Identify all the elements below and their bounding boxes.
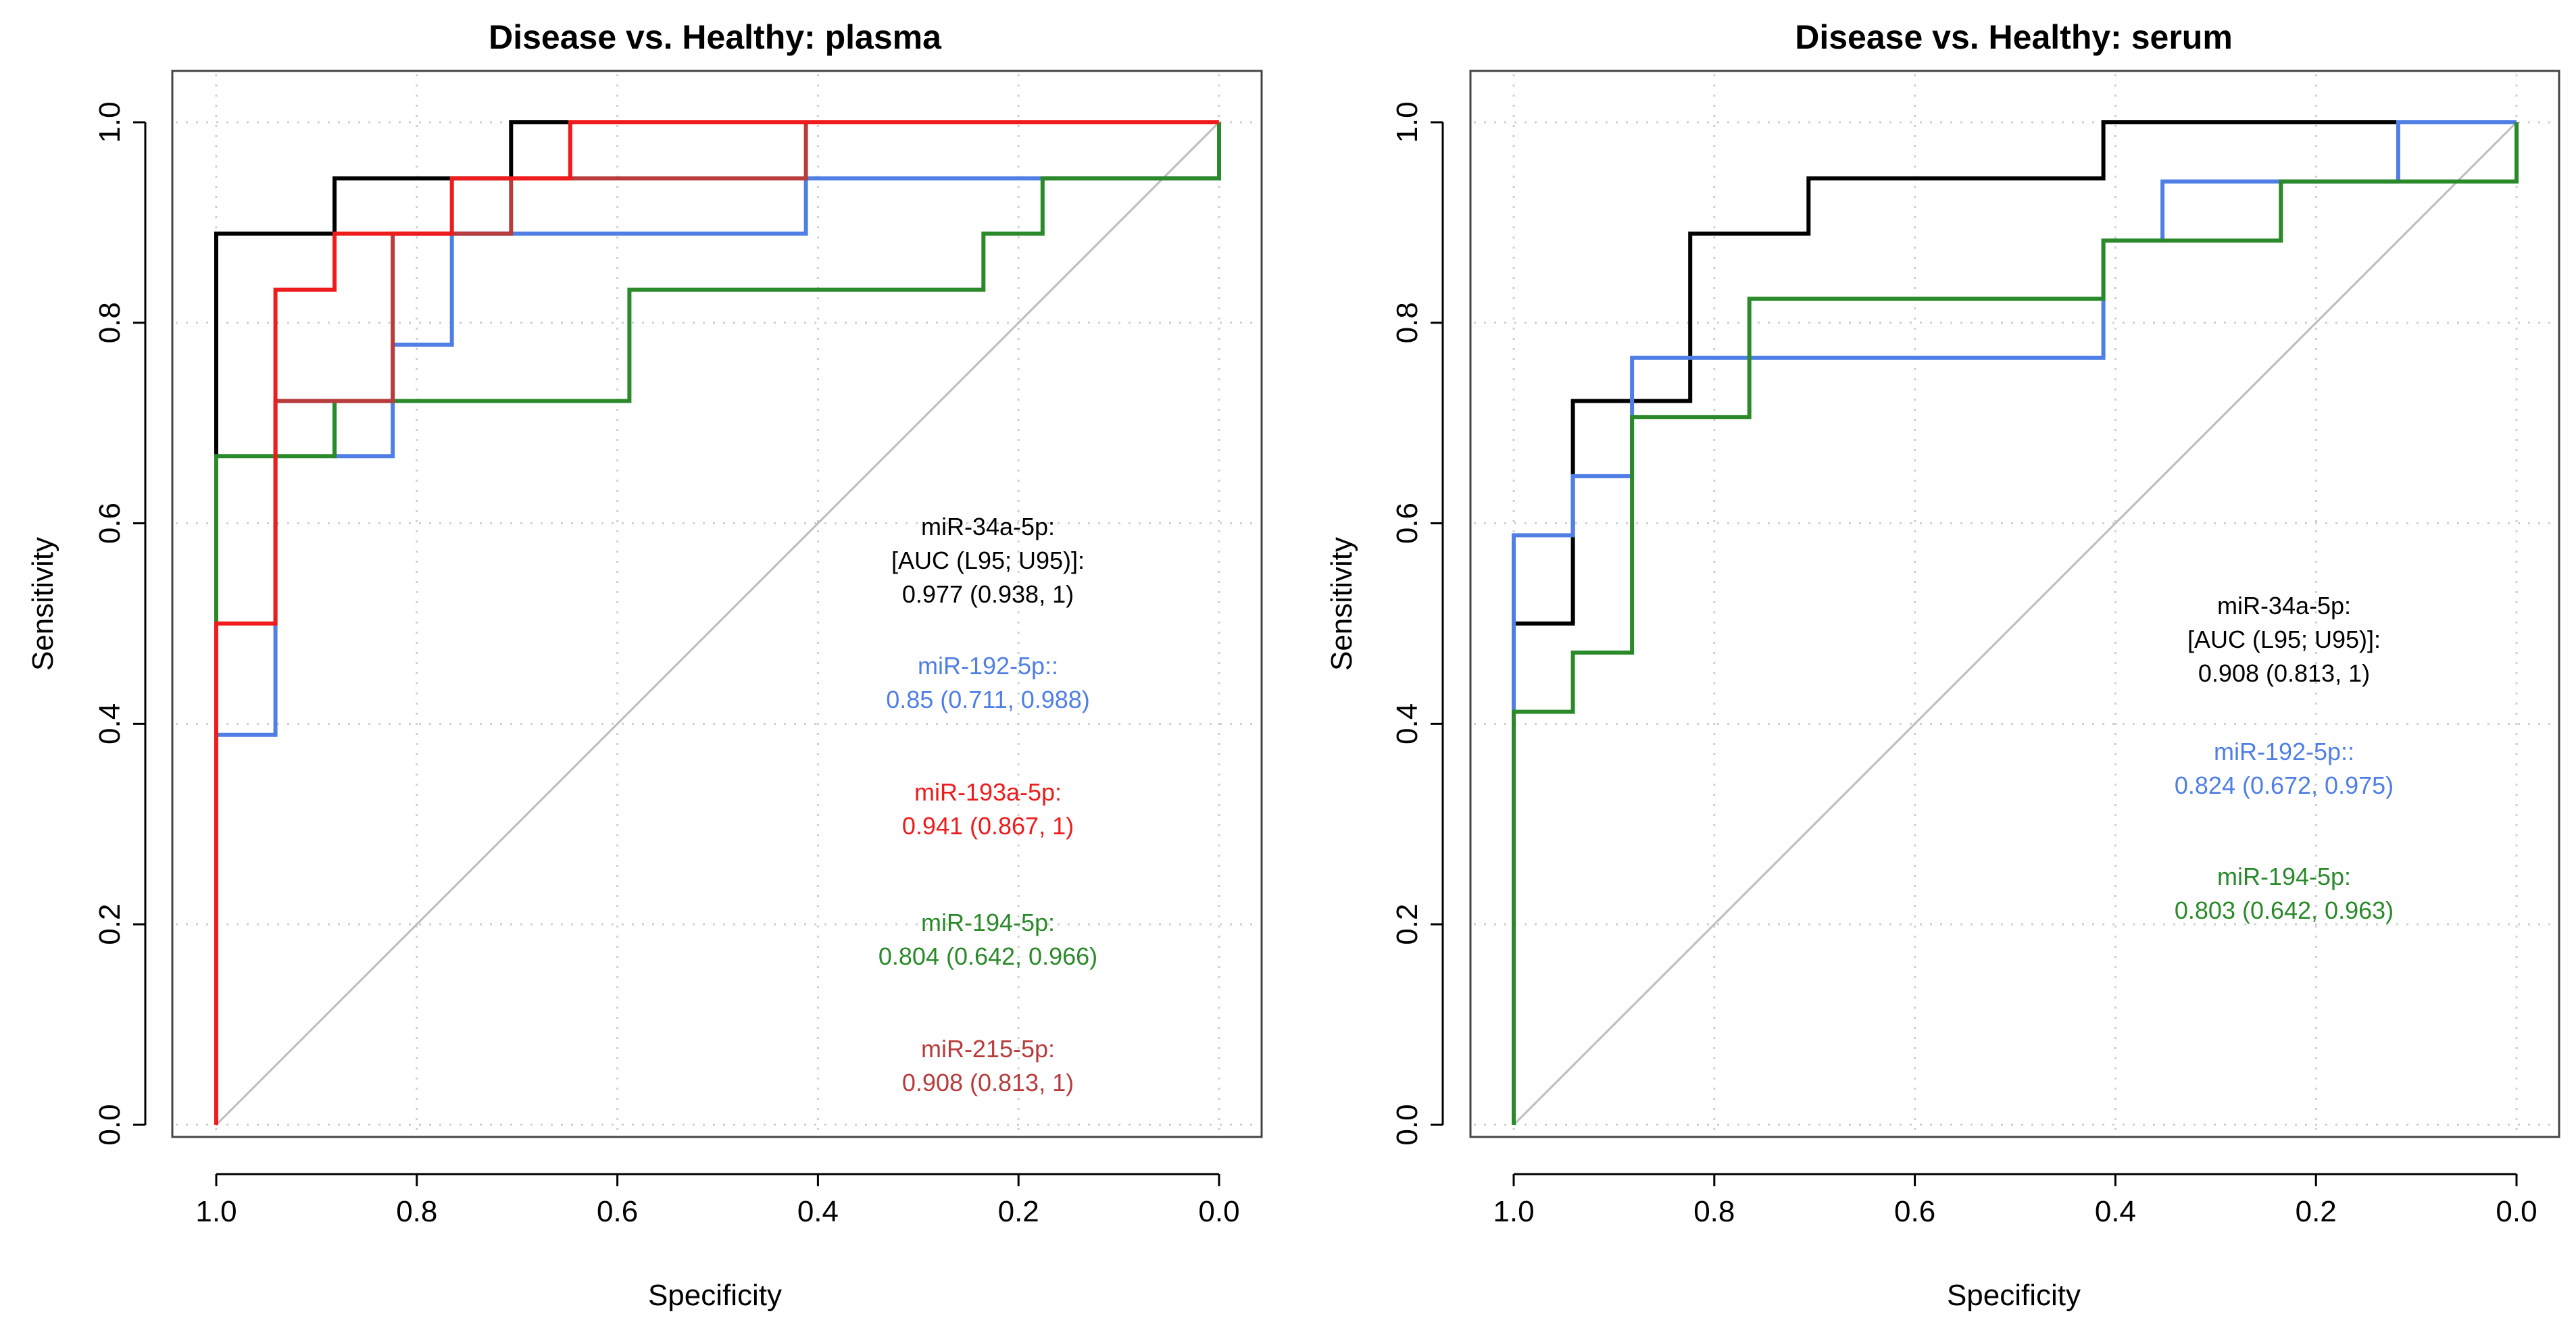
- plasma-x-tick-label: 0.8: [396, 1195, 437, 1228]
- plasma-x-axis: 1.0 0.8 0.6 0.4 0.2 0.0 Specificity: [195, 1173, 1240, 1312]
- plasma-y-axis: 0.0 0.2 0.4 0.6 0.8 1.0 Sensitivity: [26, 101, 147, 1146]
- plasma-plot-frame: [171, 70, 1263, 1138]
- plasma-x-tick-label: 0.6: [597, 1195, 638, 1228]
- serum-y-tick-label: 0.6: [1391, 503, 1424, 544]
- plasma-x-tick-label: 0.2: [998, 1195, 1039, 1228]
- serum-annotation-header: [AUC (L95; U95)]:: [2187, 626, 2381, 653]
- plasma-x-tick-label: 1.0: [195, 1195, 237, 1228]
- serum-x-axis-title: Specificity: [1947, 1279, 2081, 1312]
- plasma-x-axis-title: Specificity: [648, 1279, 782, 1312]
- plasma-y-tick-label: 0.4: [93, 703, 126, 744]
- plasma-auc-label-mir-215-5p: miR-215-5p:: [921, 1035, 1055, 1063]
- plasma-auc-label-mir-193a-5p: miR-193a-5p:: [914, 778, 1062, 806]
- serum-x-tick-label: 0.8: [1693, 1195, 1735, 1228]
- serum-x-tick-label: 0.0: [2496, 1195, 2537, 1228]
- serum-roc-curve-mir-194-5p: [1512, 122, 2519, 1125]
- serum-y-tick-label: 0.0: [1391, 1104, 1424, 1145]
- serum-chart-title: Disease vs. Healthy: serum: [1795, 18, 2233, 56]
- serum-auc-annotations: miR-34a-5p: [AUC (L95; U95)]: 0.908 (0.8…: [2175, 592, 2394, 924]
- serum-gridlines: [1474, 74, 2556, 1134]
- plasma-auc-label-mir-194-5p: miR-194-5p:: [921, 909, 1055, 936]
- plasma-annotation-header: [AUC (L95; U95)]:: [891, 547, 1085, 574]
- serum-roc-curve-mir-34a-5p: [1512, 120, 2517, 1125]
- plasma-y-tick-label: 0.6: [93, 503, 126, 544]
- serum-auc-label-mir-192-5p: miR-192-5p::: [2214, 738, 2354, 765]
- plasma-y-tick-label: 1.0: [93, 101, 126, 143]
- plasma-chart-title: Disease vs. Healthy: plasma: [489, 18, 942, 56]
- serum-annotation-header: miR-34a-5p:: [2217, 592, 2351, 619]
- plasma-chance-diagonal: [215, 121, 1220, 1126]
- plasma-auc-annotations: miR-34a-5p: [AUC (L95; U95)]: 0.977 (0.9…: [878, 513, 1097, 1096]
- serum-y-tick-label: 0.4: [1391, 703, 1424, 744]
- plasma-auc-label-mir-192-5p: miR-192-5p::: [918, 652, 1058, 680]
- serum-x-tick-label: 0.6: [1894, 1195, 1935, 1228]
- serum-x-axis: 1.0 0.8 0.6 0.4 0.2 0.0 Specificity: [1493, 1173, 2537, 1312]
- serum-y-tick-label: 1.0: [1391, 101, 1424, 143]
- plasma-auc-value-mir-192-5p: 0.85 (0.711, 0.988): [886, 686, 1090, 713]
- plasma-roc-curve-mir-34a-5p: [214, 120, 1219, 1125]
- serum-x-tick-label: 0.4: [2095, 1195, 2136, 1228]
- plasma-panel: Disease vs. Healthy: plasma 1.0 0.8 0.6 …: [26, 18, 1263, 1312]
- serum-x-tick-label: 1.0: [1493, 1195, 1534, 1228]
- serum-x-tick-label: 0.2: [2296, 1195, 2337, 1228]
- serum-auc-label-mir-194-5p: miR-194-5p:: [2217, 863, 2351, 890]
- serum-panel: Disease vs. Healthy: serum 1.0 0.8 0.6 0…: [1325, 18, 2560, 1312]
- serum-y-tick-label: 0.2: [1391, 904, 1424, 945]
- plasma-auc-value-mir-193a-5p: 0.941 (0.867, 1): [902, 812, 1074, 840]
- serum-auc-value-mir-192-5p: 0.824 (0.672, 0.975): [2175, 771, 2394, 799]
- serum-y-axis: 0.0 0.2 0.4 0.6 0.8 1.0 Sensitivity: [1325, 101, 1444, 1146]
- plasma-roc-curve-mir-194-5p: [214, 122, 1221, 1125]
- plasma-y-tick-label: 0.0: [93, 1104, 126, 1145]
- plasma-y-axis-title: Sensitivity: [26, 537, 59, 671]
- plasma-annotation-header: miR-34a-5p:: [921, 513, 1055, 540]
- plasma-x-tick-label: 0.0: [1198, 1195, 1239, 1228]
- serum-y-tick-label: 0.8: [1391, 302, 1424, 343]
- plasma-roc-curve-mir-193a-5p: [214, 120, 1219, 1125]
- plasma-y-tick-label: 0.8: [93, 302, 126, 343]
- plasma-auc-value-mir-215-5p: 0.908 (0.813, 1): [902, 1069, 1074, 1096]
- serum-auc-value-mir-194-5p: 0.803 (0.642, 0.963): [2175, 896, 2394, 924]
- serum-chance-diagonal: [1512, 121, 2518, 1126]
- plasma-auc-value-mir-194-5p: 0.804 (0.642, 0.966): [878, 942, 1097, 970]
- plasma-x-tick-label: 0.4: [797, 1195, 839, 1228]
- plasma-y-tick-label: 0.2: [93, 904, 126, 945]
- plasma-auc-value-mir-34a-5p: 0.977 (0.938, 1): [902, 580, 1074, 608]
- serum-plot-frame: [1469, 70, 2560, 1138]
- serum-y-axis-title: Sensitivity: [1325, 537, 1358, 671]
- serum-auc-value-mir-34a-5p: 0.908 (0.813, 1): [2198, 659, 2370, 687]
